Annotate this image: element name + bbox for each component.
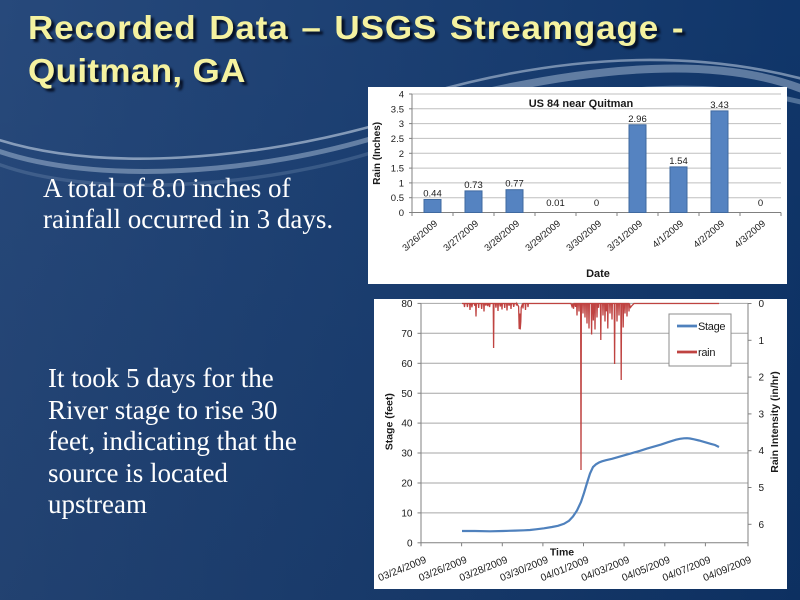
- svg-text:0.5: 0.5: [391, 193, 404, 204]
- svg-text:0: 0: [407, 538, 413, 549]
- svg-text:1: 1: [759, 336, 765, 347]
- svg-text:60: 60: [401, 359, 413, 370]
- svg-text:3/27/2009: 3/27/2009: [441, 218, 480, 254]
- svg-text:0.01: 0.01: [546, 198, 565, 209]
- svg-text:3.43: 3.43: [710, 100, 729, 111]
- svg-text:0.77: 0.77: [505, 179, 524, 190]
- svg-text:80: 80: [401, 299, 413, 310]
- svg-text:Time: Time: [550, 547, 574, 559]
- svg-text:Stage: Stage: [698, 321, 725, 333]
- svg-text:4: 4: [759, 446, 765, 457]
- svg-text:40: 40: [401, 419, 413, 430]
- svg-text:3/30/2009: 3/30/2009: [564, 218, 603, 254]
- svg-text:70: 70: [401, 329, 413, 340]
- svg-text:6: 6: [759, 520, 765, 531]
- svg-text:1.54: 1.54: [669, 156, 688, 167]
- svg-text:20: 20: [401, 479, 413, 490]
- svg-text:3/31/2009: 3/31/2009: [605, 218, 644, 254]
- svg-text:Rain Intensity (in/hr): Rain Intensity (in/hr): [769, 371, 781, 473]
- svg-text:4/1/2009: 4/1/2009: [651, 218, 686, 250]
- svg-text:4/2/2009: 4/2/2009: [692, 218, 727, 250]
- svg-text:0.73: 0.73: [464, 180, 483, 191]
- svg-text:3/26/2009: 3/26/2009: [400, 218, 439, 254]
- svg-text:3/28/2009: 3/28/2009: [482, 218, 521, 254]
- svg-text:2: 2: [399, 149, 404, 160]
- svg-text:Date: Date: [586, 268, 610, 280]
- svg-text:Rain (Inches): Rain (Inches): [372, 122, 383, 185]
- svg-text:30: 30: [401, 449, 413, 460]
- svg-text:10: 10: [401, 509, 413, 520]
- svg-text:5: 5: [759, 483, 765, 494]
- svg-text:1: 1: [399, 178, 404, 189]
- svg-text:50: 50: [401, 389, 413, 400]
- svg-text:3: 3: [399, 119, 404, 130]
- svg-text:0: 0: [758, 198, 763, 209]
- svg-text:2.96: 2.96: [628, 114, 647, 125]
- svg-text:1.5: 1.5: [391, 164, 404, 175]
- svg-text:Stage (feet): Stage (feet): [384, 393, 396, 450]
- svg-text:0: 0: [759, 299, 765, 310]
- svg-text:0: 0: [399, 208, 404, 219]
- svg-text:US 84 near Quitman: US 84 near Quitman: [529, 98, 634, 110]
- svg-text:4/3/2009: 4/3/2009: [733, 218, 768, 250]
- svg-text:3/29/2009: 3/29/2009: [523, 218, 562, 254]
- svg-text:2.5: 2.5: [391, 134, 404, 145]
- svg-text:3: 3: [759, 409, 765, 420]
- svg-text:4: 4: [399, 90, 404, 101]
- svg-text:rain: rain: [698, 347, 715, 359]
- svg-text:2: 2: [759, 373, 765, 384]
- svg-text:0: 0: [594, 198, 599, 209]
- svg-text:3.5: 3.5: [391, 104, 404, 115]
- svg-text:0.44: 0.44: [423, 189, 442, 200]
